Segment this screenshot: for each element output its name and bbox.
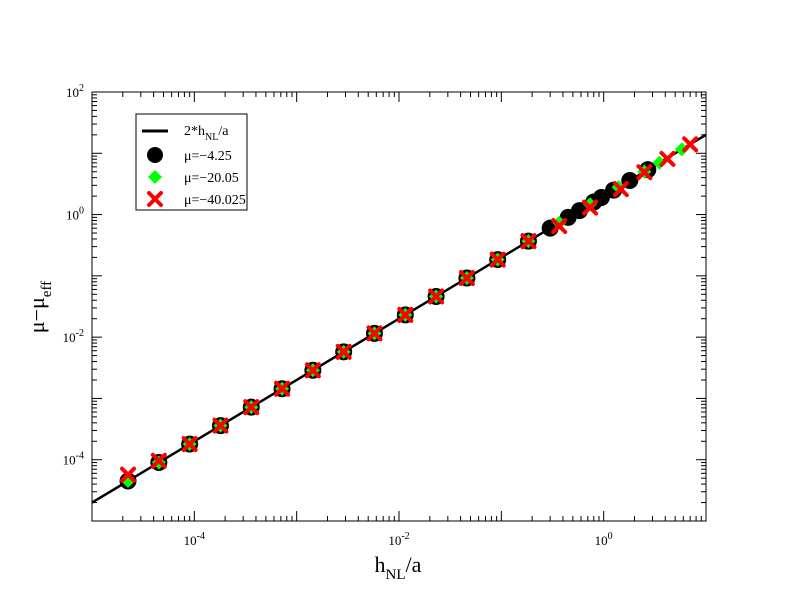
x-axis-title: hNL/a: [375, 552, 422, 583]
legend-circle-marker: [147, 147, 163, 163]
point-x: [335, 343, 352, 360]
point-x: [181, 436, 198, 453]
point-x: [274, 380, 291, 397]
point-x: [150, 452, 167, 469]
legend-x-marker: [147, 191, 163, 207]
point-x: [243, 399, 260, 416]
series-layer: [92, 133, 706, 504]
x-tick-label: 100: [595, 531, 613, 548]
legend-entry-0: 2*hNL/a: [184, 124, 229, 143]
point-x: [659, 150, 676, 167]
point-x: [582, 199, 599, 216]
point-x: [489, 251, 506, 268]
x-tick-label: 10-4: [184, 531, 205, 548]
legend-entry-3: μ=−40.025: [184, 193, 246, 208]
point-x: [458, 270, 475, 287]
x-tick-label: 10-2: [388, 531, 409, 548]
legend-entry-1: μ=−4.25: [184, 149, 232, 164]
point-x: [120, 466, 137, 483]
point-diamond: [674, 142, 689, 157]
point-x: [304, 362, 321, 379]
legend-entry-2: μ=−20.05: [184, 171, 239, 186]
y-axis-title: μ−μeff: [24, 281, 55, 333]
point-diamond: [583, 197, 598, 212]
series-x: [120, 136, 699, 483]
legend-diamond-marker: [148, 170, 162, 184]
point-x: [212, 417, 229, 434]
point-x: [428, 288, 445, 305]
legend: 2*hNL/a μ=−4.25 μ=−20.05 μ=−40.025: [135, 113, 248, 211]
point-x: [636, 164, 653, 181]
point-x: [366, 325, 383, 342]
point-diamond: [552, 215, 567, 230]
tick-labels: 10-4 10-2 100 10-4 10-2 100 102: [63, 83, 613, 548]
y-tick-label: 10-4: [63, 451, 84, 468]
y-tick-label: 102: [66, 83, 84, 100]
y-tick-label: 10-2: [63, 328, 84, 345]
point-x: [612, 181, 629, 198]
point-x: [682, 136, 699, 153]
y-tick-label: 100: [66, 206, 84, 223]
point-x: [551, 218, 568, 235]
point-x: [397, 306, 414, 323]
point-x: [520, 233, 537, 250]
ticks-layer: [91, 91, 707, 522]
